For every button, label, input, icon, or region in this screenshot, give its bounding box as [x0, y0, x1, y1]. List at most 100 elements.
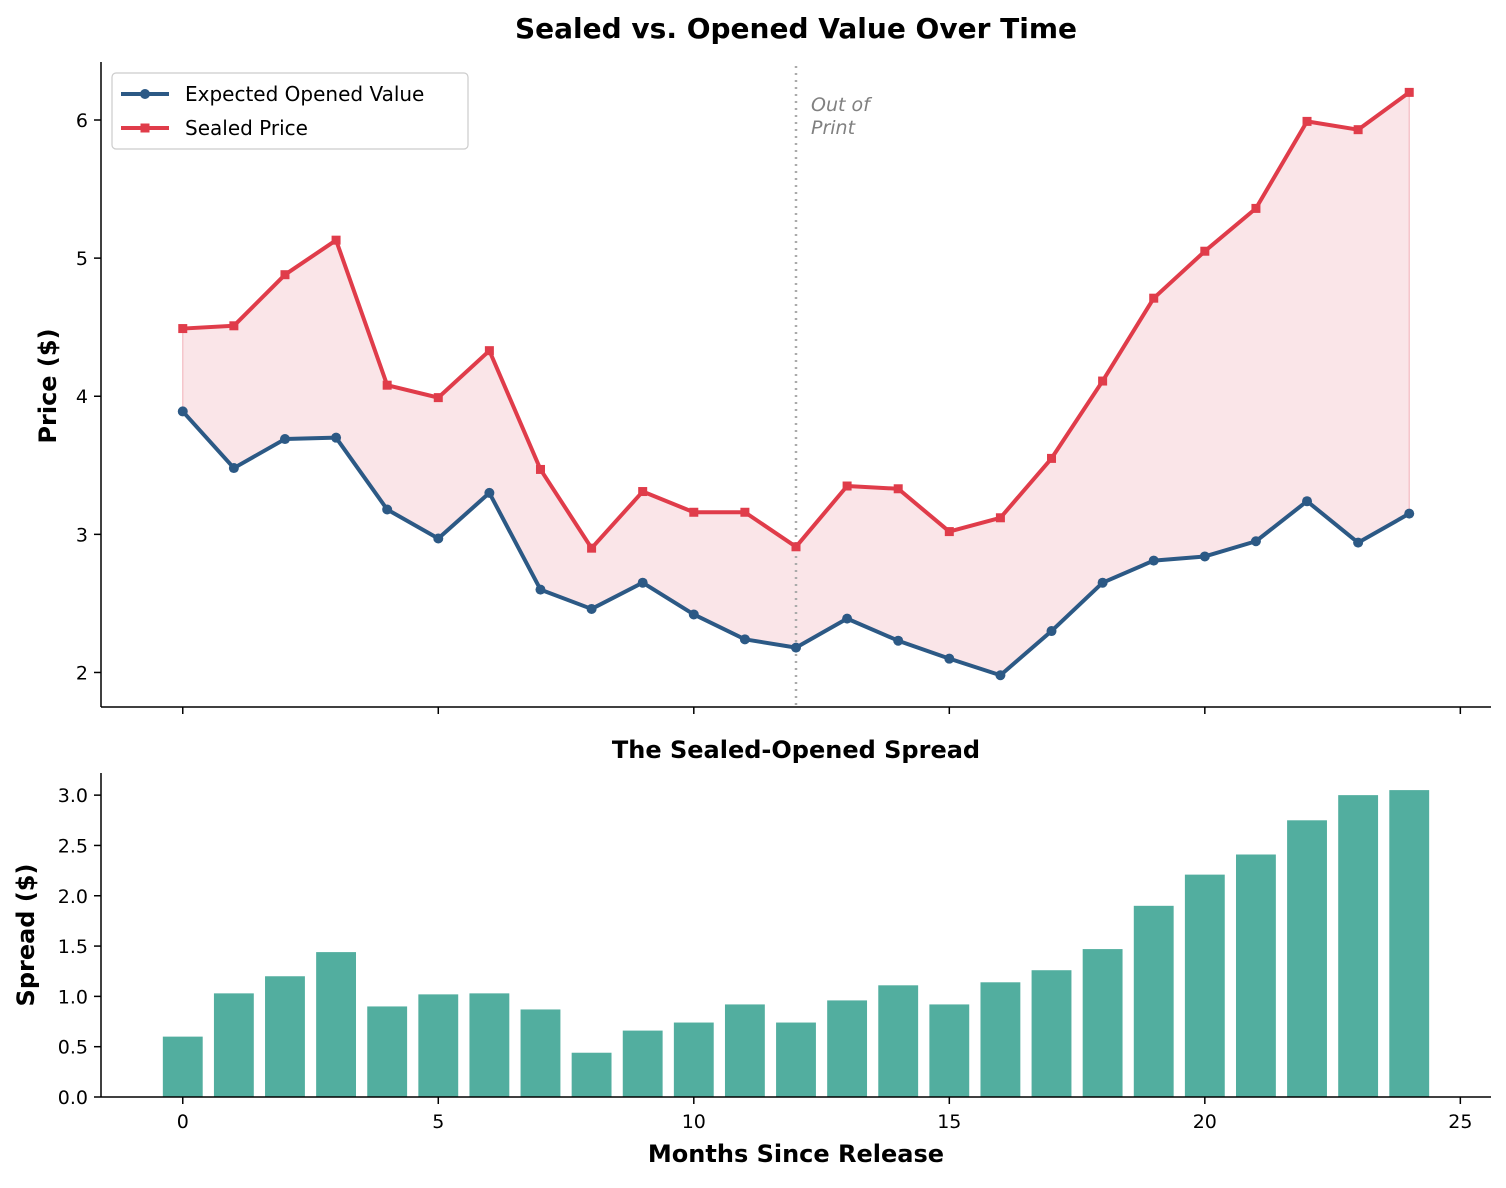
sealed-price-point [893, 484, 903, 494]
opened-value-point [1046, 626, 1057, 637]
spread-bar [1389, 790, 1430, 1097]
spread-bar [469, 993, 510, 1097]
spread-bar [418, 994, 459, 1097]
sealed-price-point [944, 527, 954, 537]
legend-entry: Expected Opened Value [185, 82, 424, 106]
opened-value-point [1250, 536, 1261, 547]
opened-value-point [279, 434, 290, 445]
sealed-price-point [587, 543, 597, 553]
opened-value-point [739, 634, 750, 645]
opened-value-point [177, 406, 188, 417]
spread-bar [316, 952, 357, 1097]
sealed-price-point [1404, 87, 1414, 97]
sealed-price-point [280, 270, 290, 280]
legend-box [111, 72, 469, 150]
spread-bar [162, 1036, 203, 1097]
sealed-price-point [535, 464, 545, 474]
opened-value-point [586, 603, 597, 614]
sealed-price-point [178, 324, 188, 334]
spread-bar [1184, 874, 1225, 1097]
bottom-x-tick-label: 0 [177, 1111, 189, 1133]
spread-bar [776, 1022, 816, 1097]
opened-value-point [842, 613, 853, 624]
sealed-price-point [1149, 293, 1159, 303]
spread-bar [571, 1052, 612, 1097]
top-y-tick-label: 2 [76, 662, 88, 684]
spread-bar [1287, 820, 1327, 1097]
bottom-y-tick-label: 0.0 [58, 1087, 88, 1109]
top-chart-title: Sealed vs. Opened Value Over Time [515, 12, 1077, 45]
sealed-price-point [1302, 116, 1312, 126]
spread-bar [980, 982, 1021, 1097]
sealed-price-point [331, 235, 341, 245]
sealed-price-point [1353, 125, 1363, 135]
sealed-price-point [995, 513, 1005, 523]
bottom-x-tick-label: 10 [682, 1111, 706, 1133]
x-axis-label: Months Since Release [648, 1140, 944, 1168]
opened-value-point [382, 504, 393, 515]
sealed-price-point [1251, 203, 1261, 213]
opened-value-point [688, 609, 699, 620]
spread-bar [265, 976, 305, 1097]
bottom-plot-area: 0.0 0.5 1.0 1.5 2.0 2.5 3.0 0 5 10 15 20 25 [58, 773, 1491, 1133]
spread-bar [367, 1006, 408, 1097]
legend-marker [140, 123, 150, 133]
sealed-price-point [433, 393, 443, 403]
legend: Expected Opened Value Sealed Price [111, 72, 469, 150]
top-y-tick-label: 4 [76, 386, 88, 408]
opened-value-point [893, 635, 904, 646]
bottom-x-tick-label: 5 [432, 1111, 444, 1133]
bottom-y-tick-label: 0.5 [58, 1037, 88, 1059]
sealed-price-point [1200, 246, 1210, 256]
opened-value-point [433, 533, 444, 544]
sealed-price-point [1098, 376, 1108, 386]
sealed-price-point [1047, 453, 1057, 463]
spread-bar [520, 1009, 561, 1097]
top-y-axis-label: Price ($) [34, 328, 62, 443]
sealed-price-point [791, 542, 801, 552]
opened-value-point [944, 653, 955, 664]
bottom-y-tick-label: 1.5 [58, 936, 88, 958]
spread-bar [724, 1004, 765, 1097]
opened-value-point [995, 670, 1006, 681]
sealed-price-point [484, 346, 494, 356]
spread-bar [213, 993, 254, 1097]
out-of-print-annotation: Out of [811, 94, 873, 116]
opened-value-point [791, 642, 801, 653]
bottom-y-tick-label: 2.5 [58, 835, 88, 857]
spread-bar [673, 1022, 714, 1097]
opened-value-point [1199, 551, 1210, 562]
spread-bar [1338, 795, 1379, 1097]
bottom-x-tick-label: 20 [1193, 1111, 1217, 1133]
spread-bar [1133, 905, 1174, 1097]
opened-value-point [228, 463, 239, 474]
opened-value-point [484, 487, 495, 498]
out-of-print-annotation: Print [811, 117, 857, 139]
opened-value-point [1404, 508, 1415, 519]
bottom-x-tick-label: 15 [937, 1111, 961, 1133]
opened-value-point [1353, 537, 1364, 548]
bottom-y-tick-label: 1.0 [58, 986, 88, 1008]
opened-value-point [1302, 496, 1313, 507]
sealed-price-point [382, 380, 392, 390]
bottom-y-tick-label: 2.0 [58, 886, 88, 908]
bottom-y-tick-label: 3.0 [58, 785, 88, 807]
spread-bar [878, 985, 919, 1097]
bottom-x-tick-label: 25 [1448, 1111, 1472, 1133]
opened-value-point [1097, 577, 1108, 588]
sealed-price-point [638, 487, 648, 497]
spread-bar [929, 1004, 970, 1097]
top-y-tick-label: 3 [76, 524, 88, 546]
sealed-price-point [842, 481, 852, 491]
opened-value-point [1148, 555, 1159, 566]
opened-value-point [535, 584, 546, 595]
top-y-tick-label: 6 [76, 110, 88, 132]
spread-bar [827, 1000, 868, 1097]
spread-bar [622, 1030, 663, 1097]
top-y-tick-label: 5 [76, 248, 88, 270]
bottom-chart-title: The Sealed-Opened Spread [612, 736, 980, 764]
opened-value-point [331, 432, 342, 443]
